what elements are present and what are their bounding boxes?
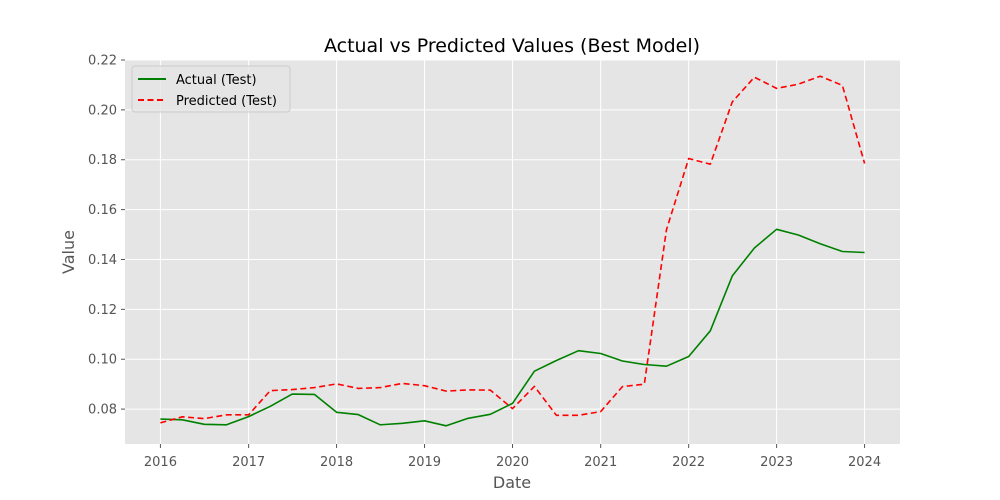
legend-box (131, 65, 291, 113)
x-axis: 2016 2017 2018 2019 2020 2021 2022 2023 2024 (144, 444, 881, 470)
series-line-actual (160, 228, 865, 427)
y-axis: 0.08 0.10 0.12 0.14 0.16 0.18 0.20 0.22 (88, 54, 125, 418)
y-tick-label: 0.12 (88, 303, 117, 318)
x-tick-label: 2016 (144, 455, 177, 470)
y-tick-label: 0.22 (88, 54, 117, 69)
y-axis-label: Value (59, 230, 78, 274)
x-tick-label: 2018 (320, 455, 353, 470)
grid (125, 59, 900, 444)
x-tick-label: 2023 (760, 455, 793, 470)
legend-label-actual: Actual (Test) (176, 73, 257, 88)
x-tick-label: 2019 (408, 455, 441, 470)
series-line-predicted (160, 75, 866, 424)
y-tick-label: 0.08 (88, 403, 117, 418)
x-tick-label: 2020 (496, 455, 529, 470)
y-tick-label: 0.20 (88, 103, 117, 118)
legend-label-predicted: Predicted (Test) (176, 94, 277, 109)
y-tick-label: 0.18 (88, 153, 117, 168)
chart-title: Actual vs Predicted Values (Best Model) (324, 35, 700, 57)
y-tick-label: 0.10 (88, 353, 117, 368)
y-tick-label: 0.14 (88, 253, 117, 268)
y-tick-label: 0.16 (88, 203, 117, 218)
x-tick-label: 2024 (848, 455, 881, 470)
x-tick-label: 2022 (672, 455, 705, 470)
legend: Actual (Test) Predicted (Test) (131, 65, 291, 113)
x-tick-label: 2017 (232, 455, 265, 470)
x-axis-label: Date (493, 473, 531, 492)
series-group (160, 75, 866, 427)
x-tick-label: 2021 (584, 455, 617, 470)
